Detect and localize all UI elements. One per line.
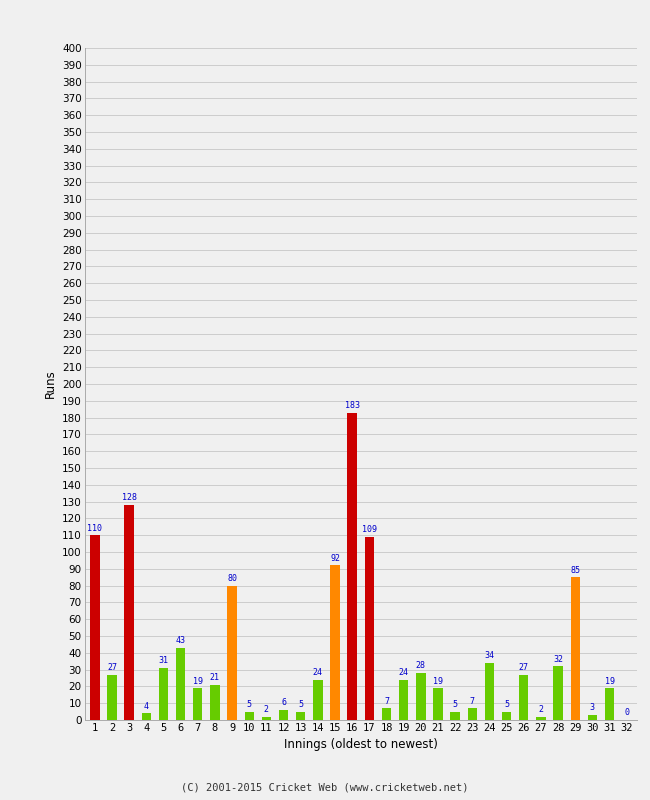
Text: 34: 34	[484, 651, 495, 660]
Bar	[210, 685, 220, 720]
Text: 5: 5	[452, 700, 458, 709]
Bar	[193, 688, 202, 720]
Text: 80: 80	[227, 574, 237, 583]
Bar	[262, 717, 271, 720]
Text: 5: 5	[504, 700, 509, 709]
Text: 19: 19	[433, 677, 443, 686]
Text: 21: 21	[210, 674, 220, 682]
Text: 32: 32	[553, 654, 563, 664]
Bar	[519, 674, 528, 720]
Text: 24: 24	[398, 668, 409, 677]
Bar	[382, 708, 391, 720]
Text: 2: 2	[264, 705, 269, 714]
Text: 19: 19	[193, 677, 203, 686]
Bar	[124, 505, 134, 720]
Text: 7: 7	[384, 697, 389, 706]
Text: 27: 27	[107, 663, 117, 672]
Bar	[348, 413, 357, 720]
Text: 4: 4	[144, 702, 149, 710]
Bar	[588, 715, 597, 720]
Bar	[142, 714, 151, 720]
Text: 92: 92	[330, 554, 340, 563]
Text: 3: 3	[590, 703, 595, 713]
Text: 183: 183	[344, 401, 359, 410]
Bar	[485, 663, 494, 720]
Bar	[571, 578, 580, 720]
Text: 2: 2	[538, 705, 543, 714]
Text: 110: 110	[87, 524, 102, 533]
Text: 27: 27	[519, 663, 528, 672]
X-axis label: Innings (oldest to newest): Innings (oldest to newest)	[284, 738, 437, 751]
Bar	[502, 712, 512, 720]
Text: 109: 109	[362, 526, 377, 534]
Bar	[313, 680, 322, 720]
Text: 31: 31	[159, 656, 168, 666]
Bar	[90, 535, 99, 720]
Bar	[434, 688, 443, 720]
Bar	[176, 648, 185, 720]
Text: 43: 43	[176, 636, 186, 646]
Text: 5: 5	[247, 700, 252, 709]
Bar	[330, 566, 340, 720]
Text: (C) 2001-2015 Cricket Web (www.cricketweb.net): (C) 2001-2015 Cricket Web (www.cricketwe…	[181, 782, 469, 792]
Bar	[365, 537, 374, 720]
Text: 6: 6	[281, 698, 286, 707]
Bar	[605, 688, 614, 720]
Bar	[227, 586, 237, 720]
Text: 85: 85	[570, 566, 580, 574]
Text: 24: 24	[313, 668, 323, 677]
Bar	[279, 710, 288, 720]
Text: 7: 7	[470, 697, 474, 706]
Bar	[416, 673, 426, 720]
Bar	[296, 712, 306, 720]
Text: 5: 5	[298, 700, 303, 709]
Text: 28: 28	[416, 662, 426, 670]
Bar	[399, 680, 408, 720]
Bar	[467, 708, 477, 720]
Bar	[553, 666, 563, 720]
Bar	[244, 712, 254, 720]
Text: 19: 19	[604, 677, 614, 686]
Bar	[159, 668, 168, 720]
Bar	[536, 717, 545, 720]
Y-axis label: Runs: Runs	[44, 370, 57, 398]
Bar	[450, 712, 460, 720]
Text: 0: 0	[624, 709, 629, 718]
Text: 128: 128	[122, 494, 136, 502]
Bar	[107, 674, 116, 720]
